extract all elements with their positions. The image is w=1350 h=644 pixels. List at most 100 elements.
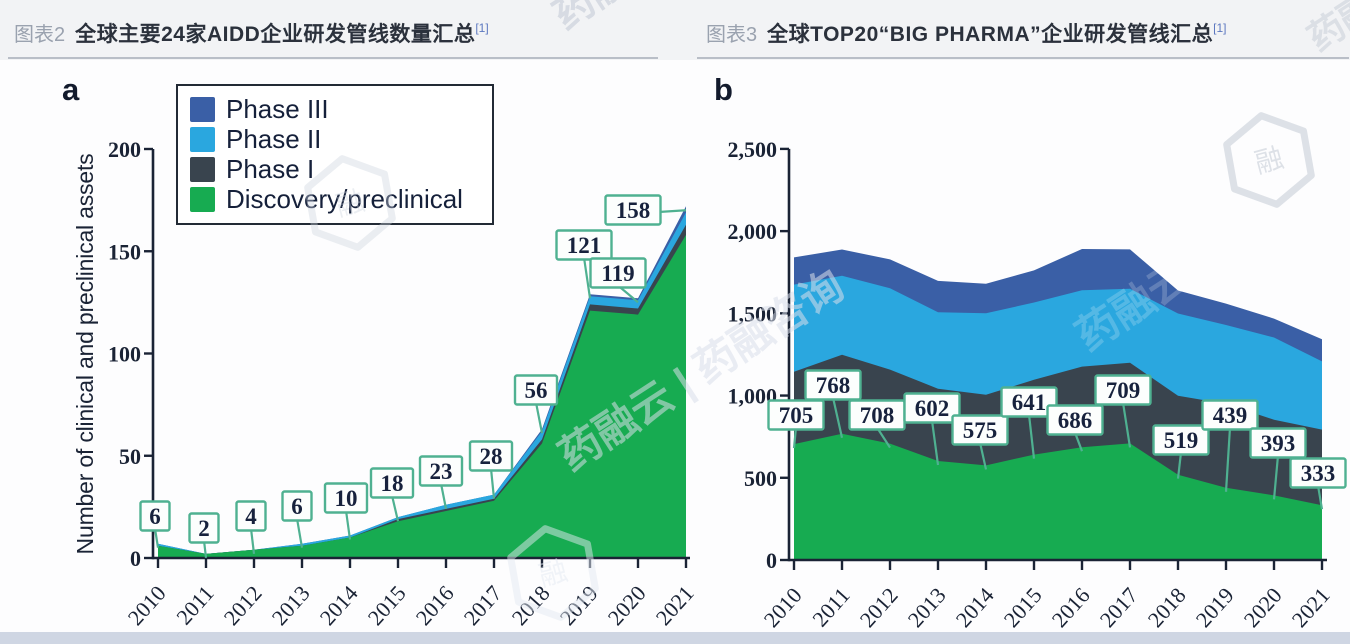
callout-box xyxy=(589,257,647,289)
callout-value: 439 xyxy=(1213,403,1248,428)
x-tick-label-b: 2018 xyxy=(1143,583,1191,632)
x-tick-label-a: 2016 xyxy=(411,581,459,630)
callout-leader xyxy=(792,427,798,449)
callout-value: 686 xyxy=(1058,408,1093,433)
y-tick-label-b: 2,000 xyxy=(728,219,778,244)
figure-tag-right: 图表3 xyxy=(706,24,758,46)
y-axis-title: Number of clinical and preclinical asset… xyxy=(72,153,98,555)
callout-value: 18 xyxy=(381,471,404,496)
figure-title-left: 全球主要24家AIDD企业研发管线数量汇总 xyxy=(75,23,476,46)
x-tick-label-b: 2020 xyxy=(1239,583,1287,632)
figure-title-right: 全球TOP20“BIG PHARMA”企业研发管线汇总 xyxy=(767,23,1214,46)
x-tick-label-a: 2014 xyxy=(315,581,363,630)
callout-value: 575 xyxy=(963,418,998,443)
callout-value: 121 xyxy=(567,233,602,258)
callout-value: 768 xyxy=(816,373,851,398)
callout-leader xyxy=(978,442,988,470)
callout-box xyxy=(1094,374,1152,406)
callout-leader xyxy=(1121,402,1132,448)
callout-leader xyxy=(1224,427,1232,492)
callout-box xyxy=(555,229,613,261)
callout-box xyxy=(1152,424,1210,456)
callout-box xyxy=(188,512,220,544)
area-b-discovery-preclinical xyxy=(794,433,1322,560)
callout-value: 641 xyxy=(1012,390,1047,415)
callout-box xyxy=(1046,404,1104,436)
callout-leader xyxy=(1027,414,1036,459)
footer-strip xyxy=(0,632,1350,644)
callout-leader xyxy=(344,510,352,540)
callout-box xyxy=(1000,386,1058,418)
callout-value: 6 xyxy=(291,494,303,519)
legend-item-phase-ii: Phase II xyxy=(190,124,482,154)
x-tick-label-a: 2021 xyxy=(651,581,699,630)
callout-value: 602 xyxy=(915,396,950,421)
callout-box xyxy=(1249,427,1307,459)
figure-footnote-ref-right: [1] xyxy=(1213,21,1227,35)
callout-box xyxy=(1201,399,1259,431)
callout-box xyxy=(951,414,1009,446)
x-tick-label-b: 2019 xyxy=(1191,583,1239,632)
callout-leader xyxy=(489,468,496,499)
header-divider-left xyxy=(8,57,658,59)
callout-box xyxy=(1289,457,1347,489)
callout-box xyxy=(139,500,171,532)
x-tick-label-b: 2017 xyxy=(1095,583,1143,632)
x-tick-label-b: 2012 xyxy=(855,583,903,632)
callout-leader xyxy=(930,420,940,466)
callout-leader xyxy=(831,397,844,438)
callout-box xyxy=(369,467,415,499)
x-tick-label-a: 2018 xyxy=(507,581,555,630)
callout-leader xyxy=(439,483,448,510)
x-tick-label-b: 2013 xyxy=(903,583,951,632)
x-tick-label-a: 2013 xyxy=(267,581,315,630)
callout-value: 10 xyxy=(335,486,358,511)
legend-item-phase-i: Phase I xyxy=(190,154,482,184)
callout-value: 158 xyxy=(616,198,651,223)
legend-swatch-phase-iii xyxy=(190,96,215,122)
x-tick-label-a: 2019 xyxy=(555,581,603,630)
x-tick-label-a: 2012 xyxy=(219,581,267,630)
x-tick-label-a: 2017 xyxy=(459,581,507,630)
callout-box xyxy=(281,490,313,522)
callout-value: 519 xyxy=(1164,428,1199,453)
area-a-discovery-preclinical xyxy=(158,234,686,558)
x-tick-label-b: 2021 xyxy=(1287,583,1335,632)
figure-tag-left: 图表2 xyxy=(14,24,66,46)
y-tick-label-a: 150 xyxy=(108,239,141,264)
y-tick-label-b: 2,500 xyxy=(728,137,778,162)
x-tick-label-b: 2014 xyxy=(951,583,999,632)
legend-label-phase-ii: Phase II xyxy=(226,124,322,154)
callout-value: 28 xyxy=(480,444,503,469)
y-tick-label-a: 0 xyxy=(130,546,141,571)
y-tick-label-b: 500 xyxy=(744,466,777,491)
callout-value: 6 xyxy=(149,504,161,529)
callout-box xyxy=(767,399,825,431)
callout-leader xyxy=(1272,455,1280,500)
callout-value: 333 xyxy=(1301,461,1336,486)
x-tick-label-a: 2020 xyxy=(603,581,651,630)
callout-value: 393 xyxy=(1261,431,1296,456)
callout-leader xyxy=(295,518,304,548)
panel-label-b: b xyxy=(714,72,733,107)
y-tick-label-a: 100 xyxy=(108,342,141,367)
callout-value: 23 xyxy=(430,459,453,484)
callout-box xyxy=(604,194,662,226)
x-tick-label-b: 2016 xyxy=(1047,583,1095,632)
callout-box xyxy=(418,455,464,487)
panel-label-a: a xyxy=(62,72,80,107)
x-tick-label-a: 2011 xyxy=(171,581,218,630)
callout-box xyxy=(804,369,862,401)
callout-leader xyxy=(249,528,256,554)
legend-label-phase-i: Phase I xyxy=(226,154,315,184)
legend-item-discovery: Discovery/preclinical xyxy=(190,184,482,214)
callout-box xyxy=(468,440,514,472)
callout-value: 709 xyxy=(1106,378,1141,403)
legend-swatch-phase-ii xyxy=(190,126,215,152)
callout-leader xyxy=(582,257,592,299)
header-left: 图表2 全球主要24家AIDD企业研发管线数量汇总[1] xyxy=(14,18,489,48)
callout-value: 708 xyxy=(860,403,895,428)
callout-value: 119 xyxy=(601,261,634,286)
x-tick-label-a: 2010 xyxy=(123,581,171,630)
